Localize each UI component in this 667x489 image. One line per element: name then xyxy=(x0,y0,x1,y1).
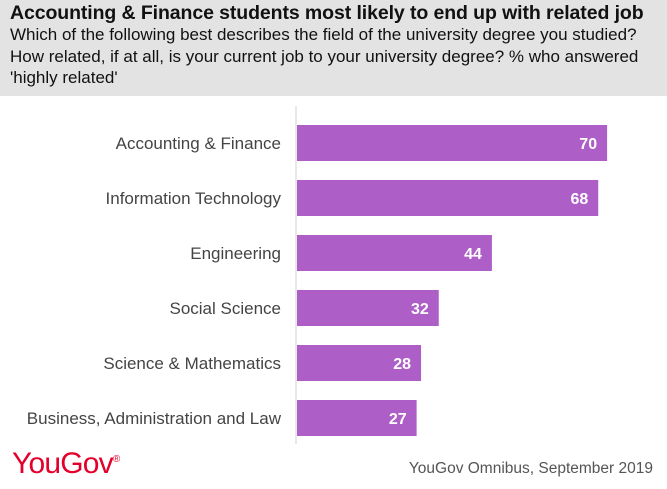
bar xyxy=(297,125,608,161)
chart-header: Accounting & Finance students most likel… xyxy=(0,0,667,96)
chart-title: Accounting & Finance students most likel… xyxy=(10,2,644,24)
value-label: 70 xyxy=(579,136,597,153)
category-label: Accounting & Finance xyxy=(116,134,281,153)
bar xyxy=(297,235,492,271)
category-label: Social Science xyxy=(169,299,281,318)
bar xyxy=(297,400,417,436)
logo-text: YouGov xyxy=(12,447,114,480)
bar xyxy=(297,345,422,381)
bar xyxy=(297,290,439,326)
value-label: 27 xyxy=(389,411,407,428)
source-note: YouGov Omnibus, September 2019 xyxy=(408,460,653,477)
value-label: 68 xyxy=(570,191,588,208)
value-label: 44 xyxy=(464,246,482,263)
chart-subtitle: Which of the following best describes th… xyxy=(10,25,639,87)
logo-registered-mark: ® xyxy=(112,454,121,465)
category-label: Engineering xyxy=(190,244,281,263)
bar-chart: Accounting & Finance 70 Information Techno… xyxy=(27,106,608,444)
category-label: Science & Mathematics xyxy=(103,354,281,373)
category-label: Business, Administration and Law xyxy=(27,409,282,428)
category-label: Information Technology xyxy=(106,189,282,208)
value-label: 32 xyxy=(411,301,429,318)
bar xyxy=(297,180,599,216)
yougov-logo: YouGov® xyxy=(12,447,120,481)
value-label: 28 xyxy=(393,356,411,373)
